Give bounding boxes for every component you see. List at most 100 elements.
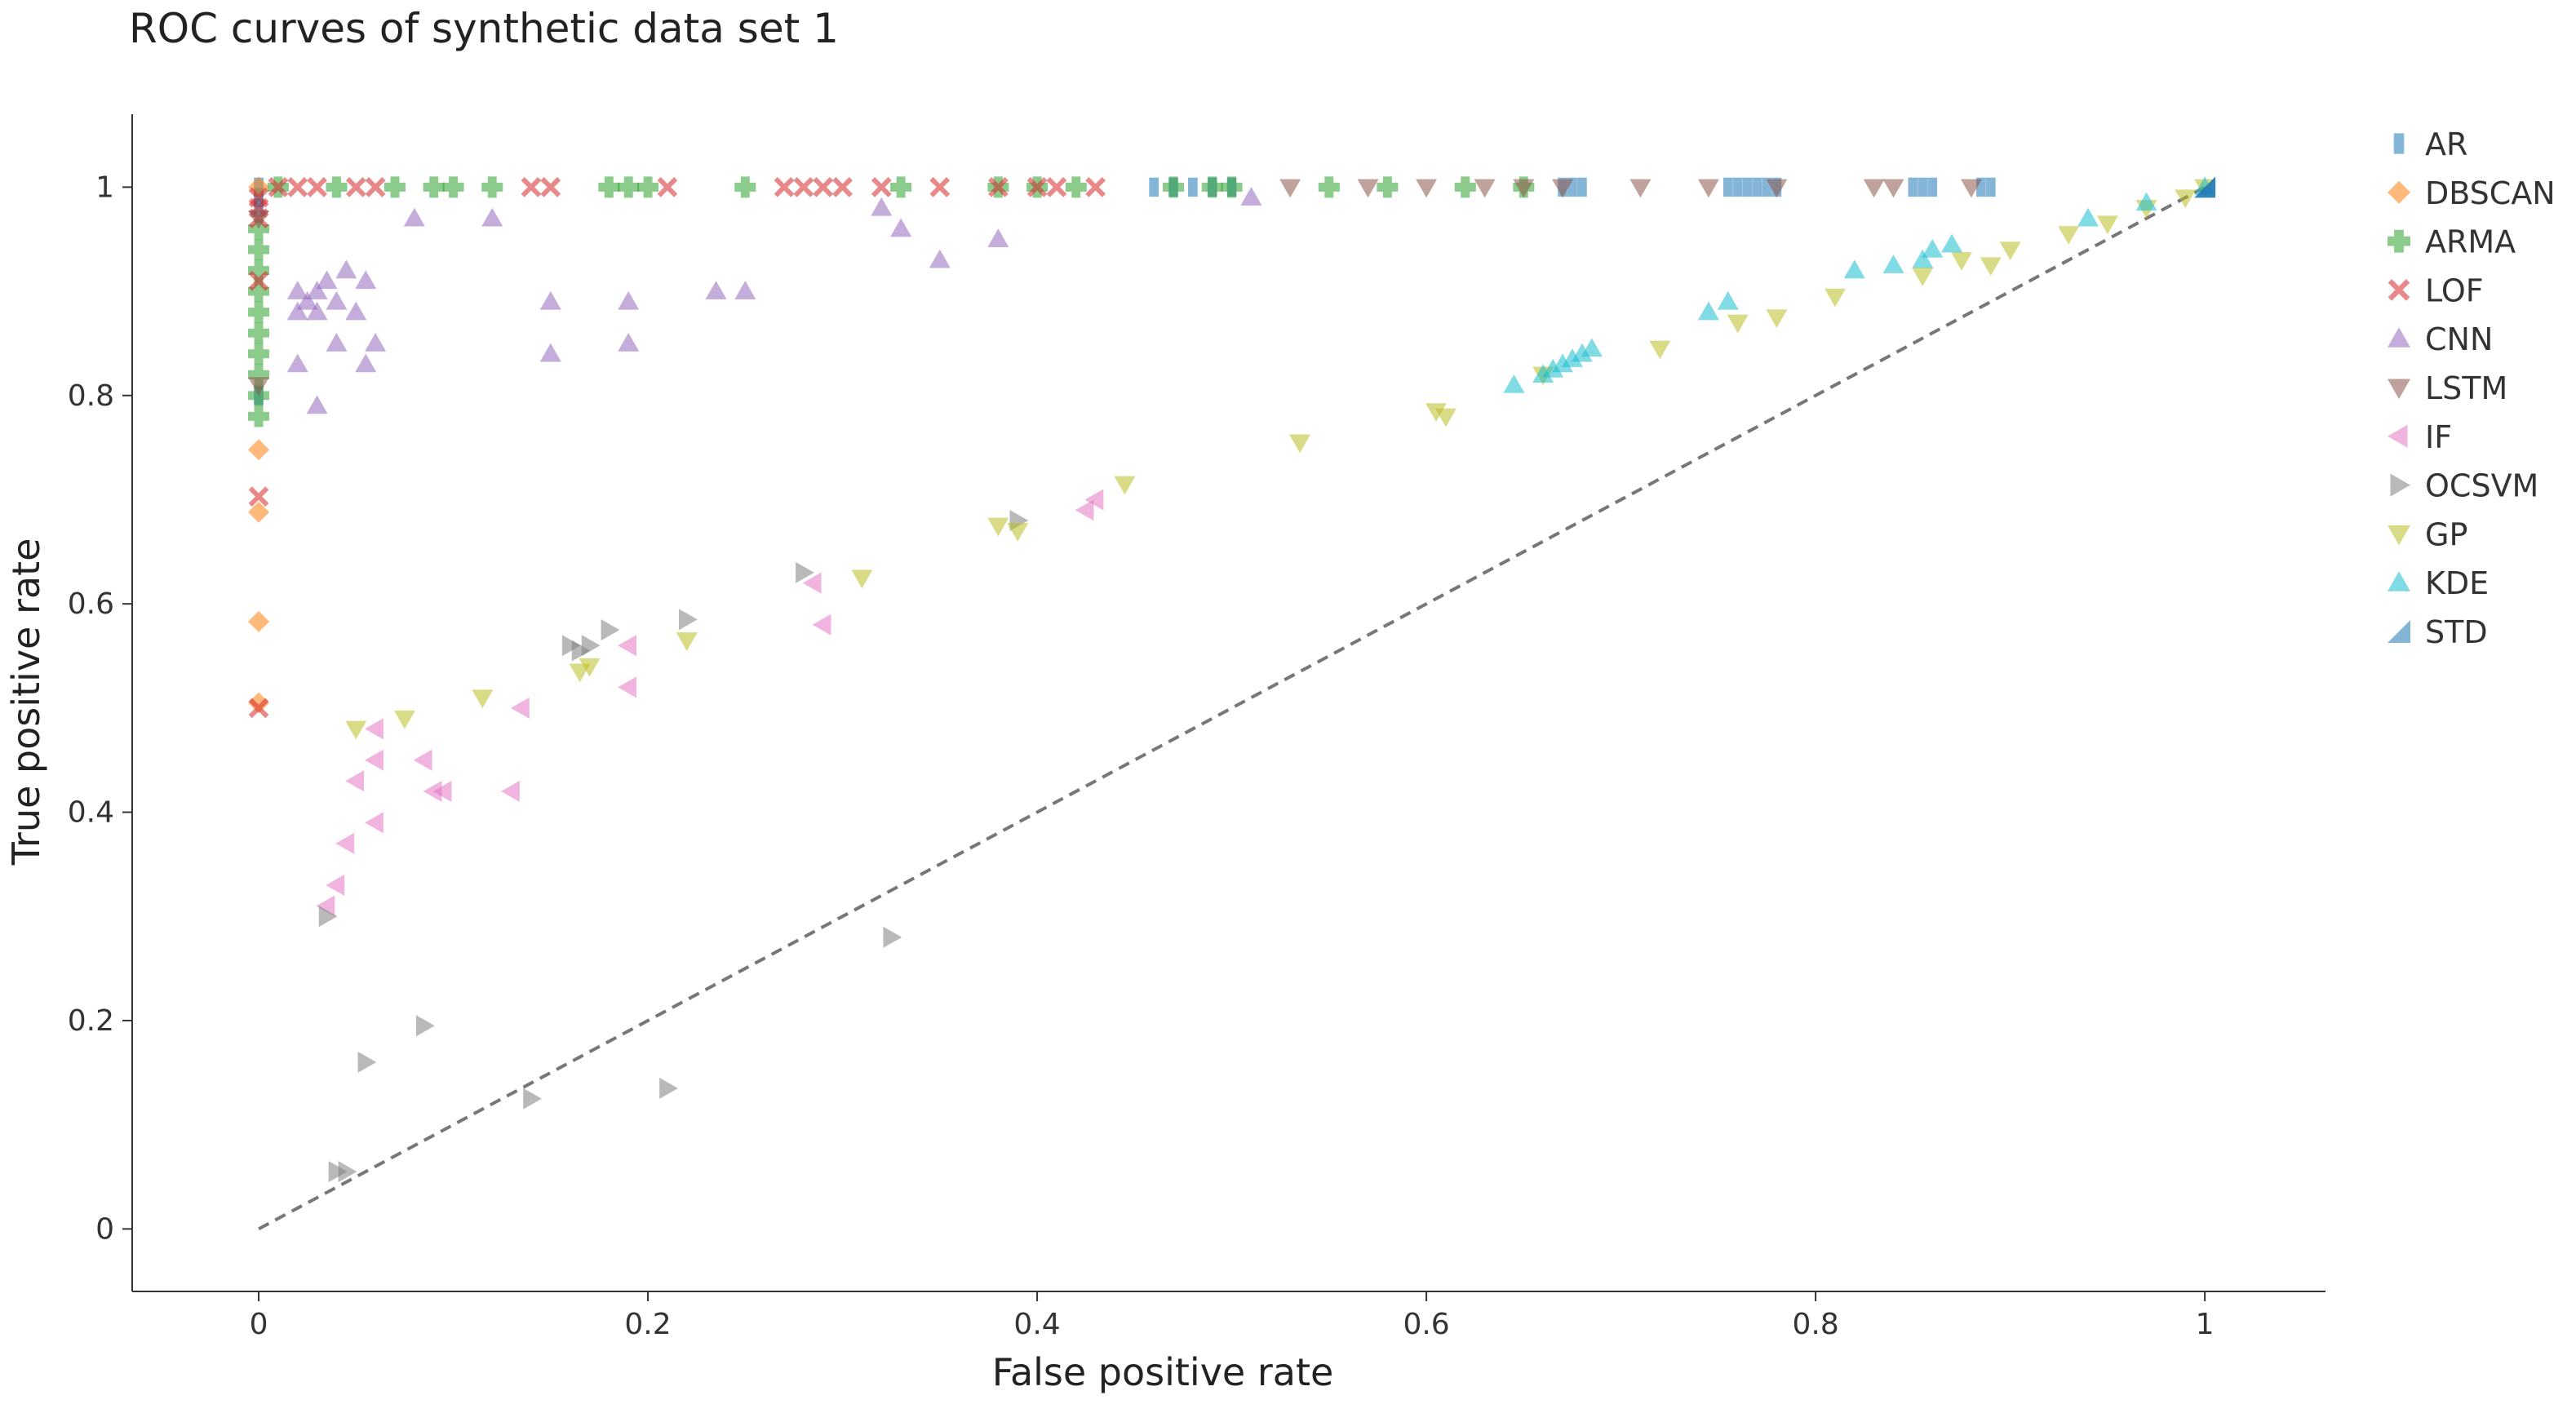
point-cnn [618,290,640,310]
point-arma [1221,176,1243,198]
point-if [802,572,822,594]
point-ar [1723,177,1733,197]
point-gp [2096,215,2118,235]
legend-marker-dbscan-icon [2388,180,2410,204]
point-ocsvm [416,1015,435,1037]
point-cnn [734,281,756,299]
point-cnn [929,249,951,268]
point-gp [1824,288,1846,308]
legend-item-std[interactable]: STD [2388,614,2488,650]
point-arma [481,176,503,198]
legend-item-ocsvm[interactable]: OCSVM [2390,468,2539,504]
point-ar [1149,177,1159,197]
point-arma [248,343,270,365]
point-gp [1425,403,1448,422]
point-ar [1732,177,1743,197]
legend-item-lof[interactable]: LOF [2388,272,2484,308]
diagonal-reference-line [258,185,2206,1231]
point-lstm [1552,179,1574,198]
series-gp [345,179,2216,740]
point-ocsvm [318,906,338,928]
point-if [1075,499,1094,521]
point-lof [1026,177,1048,197]
point-arma [1163,176,1185,198]
point-kde [1542,358,1564,378]
point-lstm [1279,179,1301,198]
point-dbscan [248,610,270,632]
point-ocsvm [883,926,902,948]
y-tick-label: 0 [95,1212,114,1246]
chart-title: ROC curves of synthetic data set 1 [129,5,839,52]
point-lstm [248,210,270,229]
point-ocsvm [679,609,698,631]
point-ocsvm [601,619,620,641]
point-kde [1882,255,1904,273]
point-arma [248,239,270,261]
point-lstm [1357,179,1379,198]
point-arma [248,281,270,303]
legend-item-cnn[interactable]: CNN [2388,321,2493,357]
point-dbscan [248,501,270,523]
legend-item-lstm[interactable]: LSTM [2388,370,2507,406]
point-lstm [248,377,270,396]
point-gp [1950,252,1972,271]
point-lof [287,177,308,197]
point-kde [1697,301,1719,321]
point-lof [1085,177,1106,197]
point-cnn [403,207,425,227]
point-lstm [1882,179,1904,198]
point-cnn [296,290,318,310]
point-lof [813,177,834,197]
legend-item-arma[interactable]: ARMA [2388,224,2516,260]
point-arma [423,176,445,198]
point-arma [1318,176,1340,198]
x-tick-label: 0.4 [1013,1308,1060,1341]
point-lof [307,177,327,197]
legend-marker-arma-icon [2388,229,2410,253]
point-gp [1999,241,2021,261]
y-tick-label: 0.4 [68,796,114,830]
point-lof [988,177,1009,197]
series-if [316,489,1104,917]
point-lof [832,177,853,197]
legend[interactable]: AR DBSCAN ARMA LOF CNN LSTM IF OCSVM GP KDE STD [2388,126,2556,650]
point-cnn [306,301,328,321]
point-lof [268,177,289,197]
point-lof [774,177,795,197]
y-tick-label: 0.8 [68,379,114,413]
legend-item-if[interactable]: IF [2388,419,2452,455]
legend-item-gp[interactable]: GP [2388,516,2467,552]
point-cnn [326,290,348,310]
point-ocsvm [659,1077,678,1099]
legend-item-ar[interactable]: AR [2393,126,2468,162]
legend-label: KDE [2425,565,2489,601]
point-if [365,718,384,740]
series-kde [1503,176,2216,393]
point-arma [1454,176,1476,198]
point-kde [1552,353,1574,373]
point-if [365,749,384,771]
point-ocsvm [561,635,581,657]
point-cnn [335,259,357,279]
point-cnn [365,332,387,352]
point-kde [1922,239,1944,258]
point-ocsvm [571,640,591,662]
point-arma [618,176,640,198]
point-cnn [345,301,367,321]
point-std [2194,176,2216,198]
legend-marker-ocsvm-icon [2390,473,2410,497]
point-kde [1571,343,1593,362]
point-kde [1717,290,1739,310]
legend-item-dbscan[interactable]: DBSCAN [2388,175,2556,211]
point-lof [248,270,269,291]
legend-item-kde[interactable]: KDE [2388,565,2489,601]
point-gp [851,569,873,589]
point-gp [1980,257,2002,277]
point-ocsvm [796,561,814,583]
point-kde [1941,233,1963,253]
point-arma [890,176,912,198]
point-arma [1377,176,1399,198]
point-lstm [1766,179,1788,198]
point-ar [1927,177,1938,197]
x-tick-label: 1 [2196,1308,2215,1341]
